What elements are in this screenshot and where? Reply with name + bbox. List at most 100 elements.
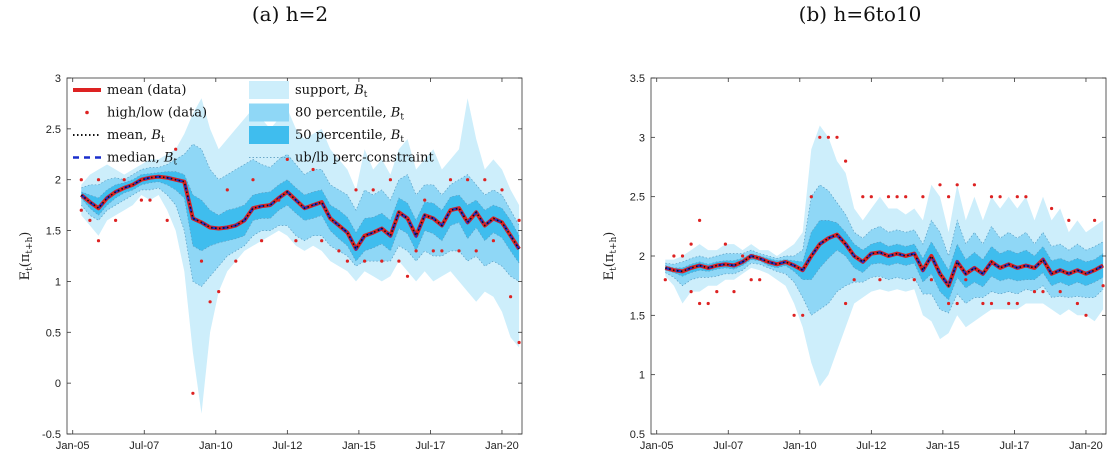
high-low-point [139,198,143,202]
y-tick-label: 0 [55,378,61,390]
high-low-point [904,195,908,199]
high-low-point [801,313,805,317]
high-low-point [414,249,418,253]
perc-constraint-line [665,262,1104,316]
high-low-point [938,183,942,187]
high-low-point [878,278,882,282]
high-low-point [225,188,229,192]
high-low-point [869,195,873,199]
high-low-point [689,290,693,294]
high-low-point [758,278,762,282]
high-low-point [114,218,118,222]
high-low-point [440,249,444,253]
high-low-point [431,249,435,253]
legend-label-subscript: t [400,113,404,123]
y-tick-label: 0.5 [46,327,61,339]
x-tick-label: Jul-17 [415,440,445,452]
x-tick-label: Jan-20 [1069,440,1103,452]
y-axis-label-part: ) [18,232,33,237]
x-tick-label: Jul-12 [272,440,302,452]
y-tick-label: 3 [55,73,61,85]
high-low-point [861,195,865,199]
high-low-point [689,242,693,246]
high-low-point [1015,301,1019,306]
high-low-point [1084,313,1088,317]
high-low-point [517,218,521,222]
y-tick-label: 1.5 [630,310,645,322]
x-tick-label: Jan-15 [342,440,376,452]
high-low-point [852,278,856,282]
high-low-point [79,208,83,212]
legend: mean (data)high/low (data)mean, Btmedian… [73,81,434,168]
plot-frame [66,77,523,435]
high-low-point [732,290,736,294]
high-low-point [122,178,126,182]
high-low-point [371,188,375,192]
x-tick-label: Jan-15 [926,440,960,452]
high-low-point [491,239,495,243]
y-axis-label-part: t+h [25,236,35,253]
high-low-point [844,159,848,163]
high-low-point [818,135,822,139]
high-low-point [680,254,685,258]
y-axis-label: Et(πt+h) [602,232,619,281]
legend-label: high/low (data) [107,106,207,121]
high-low-point [715,290,719,294]
high-low-point [947,195,951,199]
high-low-point [1101,284,1105,288]
high-low-point [886,195,891,199]
p50-band [81,171,520,264]
high-low-point [483,178,487,182]
high-low-point [448,178,453,182]
high-low-point [826,135,831,139]
perc-constraint-line [665,220,1104,272]
x-tick-label: Jan-05 [56,440,90,452]
y-tick-label: 2 [55,175,61,187]
high-low-point [1050,206,1054,211]
y-tick-label: 3.5 [630,73,645,85]
high-low-point [723,242,728,246]
legend-label-text: ub/lb perc-constraint [295,151,434,166]
high-low-point [363,259,367,263]
high-low-point [972,183,977,187]
high-low-point [1024,195,1028,199]
y-axis-label-part: t [25,267,35,271]
x-tick-label: Jul-07 [713,440,743,452]
median-line [80,175,521,252]
perc-constraint-line [81,143,520,226]
high-low-point [423,198,427,202]
high-low-point [174,147,178,151]
high-low-point [921,195,925,199]
perc-constraint-line [665,249,1104,301]
high-low-point [989,301,994,306]
y-tick-label: 3 [639,132,645,144]
legend-label-text: median, [107,151,164,166]
x-tick-label: Jan-20 [485,440,519,452]
y-axis-label-part: ) [602,232,617,237]
legend-label-text: 80 percentile, [295,106,391,121]
high-low-point [989,195,994,199]
high-low-point [1032,290,1037,294]
high-low-point [895,195,899,199]
y-tick-label: -0.5 [42,429,61,441]
legend-label-subscript: t [364,90,368,100]
high-low-point [337,249,341,253]
perc-constraint-line [665,184,1104,265]
x-tick-label: Jan-10 [783,440,817,452]
high-low-point [345,259,349,263]
legend-swatch [249,103,289,122]
legend-label-text: mean (data) [107,83,186,98]
y-axis-label-part: t [609,267,619,271]
high-low-point [912,278,916,282]
high-low-point [217,290,221,294]
high-low-point [380,259,384,263]
y-axis-label-part: E [18,271,33,281]
y-axis-label-part: t+h [609,236,619,253]
y-tick-label: 2.5 [46,124,61,136]
high-low-point [311,167,315,172]
high-low-point [405,274,410,278]
high-low-point [500,188,504,192]
high-low-point [947,301,951,306]
high-low-point [148,198,152,202]
high-low-point [397,259,401,263]
